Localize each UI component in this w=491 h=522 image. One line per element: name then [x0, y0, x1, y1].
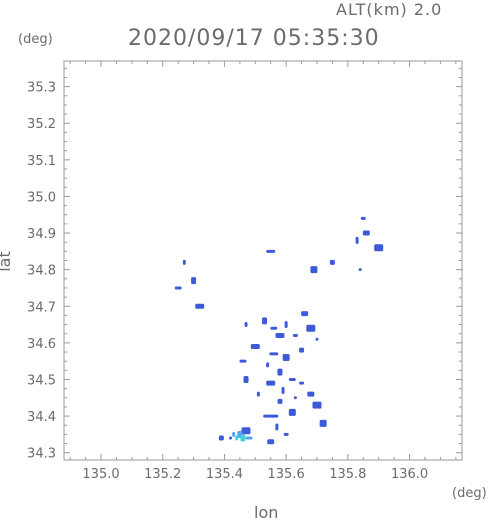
echo-point-low	[299, 381, 305, 385]
echo-point-low	[182, 259, 186, 265]
echo-point-low	[329, 259, 335, 265]
axis-ticks: 135.0 135.2 135.4 135.6 135.8 136.0 34.3 34.4 34…	[27, 61, 462, 482]
y-axis-unit: (deg)	[18, 32, 53, 47]
echo-point-low	[229, 436, 233, 440]
echo-point-low	[277, 368, 283, 376]
altitude-label: ALT(km) 2.0	[336, 0, 443, 19]
y-tick-label: 35.0	[27, 190, 56, 205]
echo-point-high	[235, 435, 239, 441]
echo-point-low	[267, 439, 275, 445]
y-tick-label: 35.2	[27, 117, 56, 132]
echo-point-low	[283, 432, 289, 436]
y-tick-label: 34.4	[27, 410, 56, 425]
echo-point-low	[355, 236, 359, 244]
echo-point-low	[266, 249, 276, 253]
echo-point-low	[243, 375, 249, 383]
echo-point-low	[256, 391, 260, 397]
echo-point-low	[262, 317, 268, 325]
echo-point-low	[282, 354, 290, 362]
x-tick-label: 135.0	[82, 467, 119, 482]
x-tick-label: 135.2	[144, 467, 181, 482]
echo-point-low	[281, 386, 285, 394]
plot-frame	[63, 60, 463, 461]
echo-point-low	[319, 419, 327, 427]
y-tick-label: 34.6	[27, 337, 56, 352]
echo-point-low	[306, 324, 316, 332]
y-tick-label: 34.8	[27, 264, 56, 279]
x-tick-label: 135.6	[268, 467, 305, 482]
echo-point-low	[277, 398, 283, 404]
echo-point-low	[358, 268, 362, 272]
echo-point-high	[240, 434, 246, 442]
echo-point-low	[284, 321, 288, 329]
echo-point-low	[288, 408, 296, 416]
echo-point-low	[244, 322, 248, 328]
y-tick-label: 35.1	[27, 154, 56, 169]
echo-point-low	[239, 359, 247, 363]
echo-point-low	[275, 333, 285, 339]
echo-point-low	[270, 326, 278, 330]
y-tick-label: 34.3	[27, 447, 56, 462]
echo-point-low	[195, 303, 205, 309]
echo-point-low	[307, 391, 315, 397]
x-axis-unit: (deg)	[452, 486, 487, 501]
y-tick-label: 34.5	[27, 373, 56, 388]
echo-point-low	[362, 230, 370, 236]
y-tick-label: 34.9	[27, 227, 56, 242]
y-tick-label: 35.3	[27, 81, 56, 96]
echo-point-low	[250, 344, 260, 350]
echo-point-low	[218, 435, 224, 441]
echo-point-low	[315, 337, 319, 341]
x-tick-label: 135.8	[329, 467, 366, 482]
echo-point-low	[263, 414, 273, 418]
echo-point-low	[266, 362, 270, 368]
x-axis-label: lon	[254, 503, 279, 522]
echo-point-mid	[245, 436, 253, 440]
echo-point-low	[301, 311, 309, 317]
echo-point-low	[312, 401, 322, 409]
echo-point-low	[269, 352, 279, 356]
echo-point-low	[299, 347, 305, 353]
echo-point-low	[174, 286, 182, 290]
x-tick-label: 136.0	[391, 467, 428, 482]
echo-point-low	[374, 244, 384, 252]
echo-point-low	[293, 396, 297, 400]
echo-point-low	[191, 277, 197, 285]
x-tick-label: 135.4	[206, 467, 243, 482]
echo-point-low	[241, 427, 251, 435]
echo-point-low	[275, 423, 279, 431]
echo-point-mid	[232, 431, 236, 437]
datetime-title: 2020/09/17 05:35:30	[128, 26, 380, 51]
echo-point-low	[292, 334, 298, 338]
echo-point-low	[360, 216, 366, 220]
y-tick-label: 34.7	[27, 300, 56, 315]
echo-point-low	[310, 266, 318, 274]
echo-marks	[174, 216, 384, 445]
echo-point-low	[288, 377, 296, 381]
echo-point-low	[266, 380, 276, 386]
